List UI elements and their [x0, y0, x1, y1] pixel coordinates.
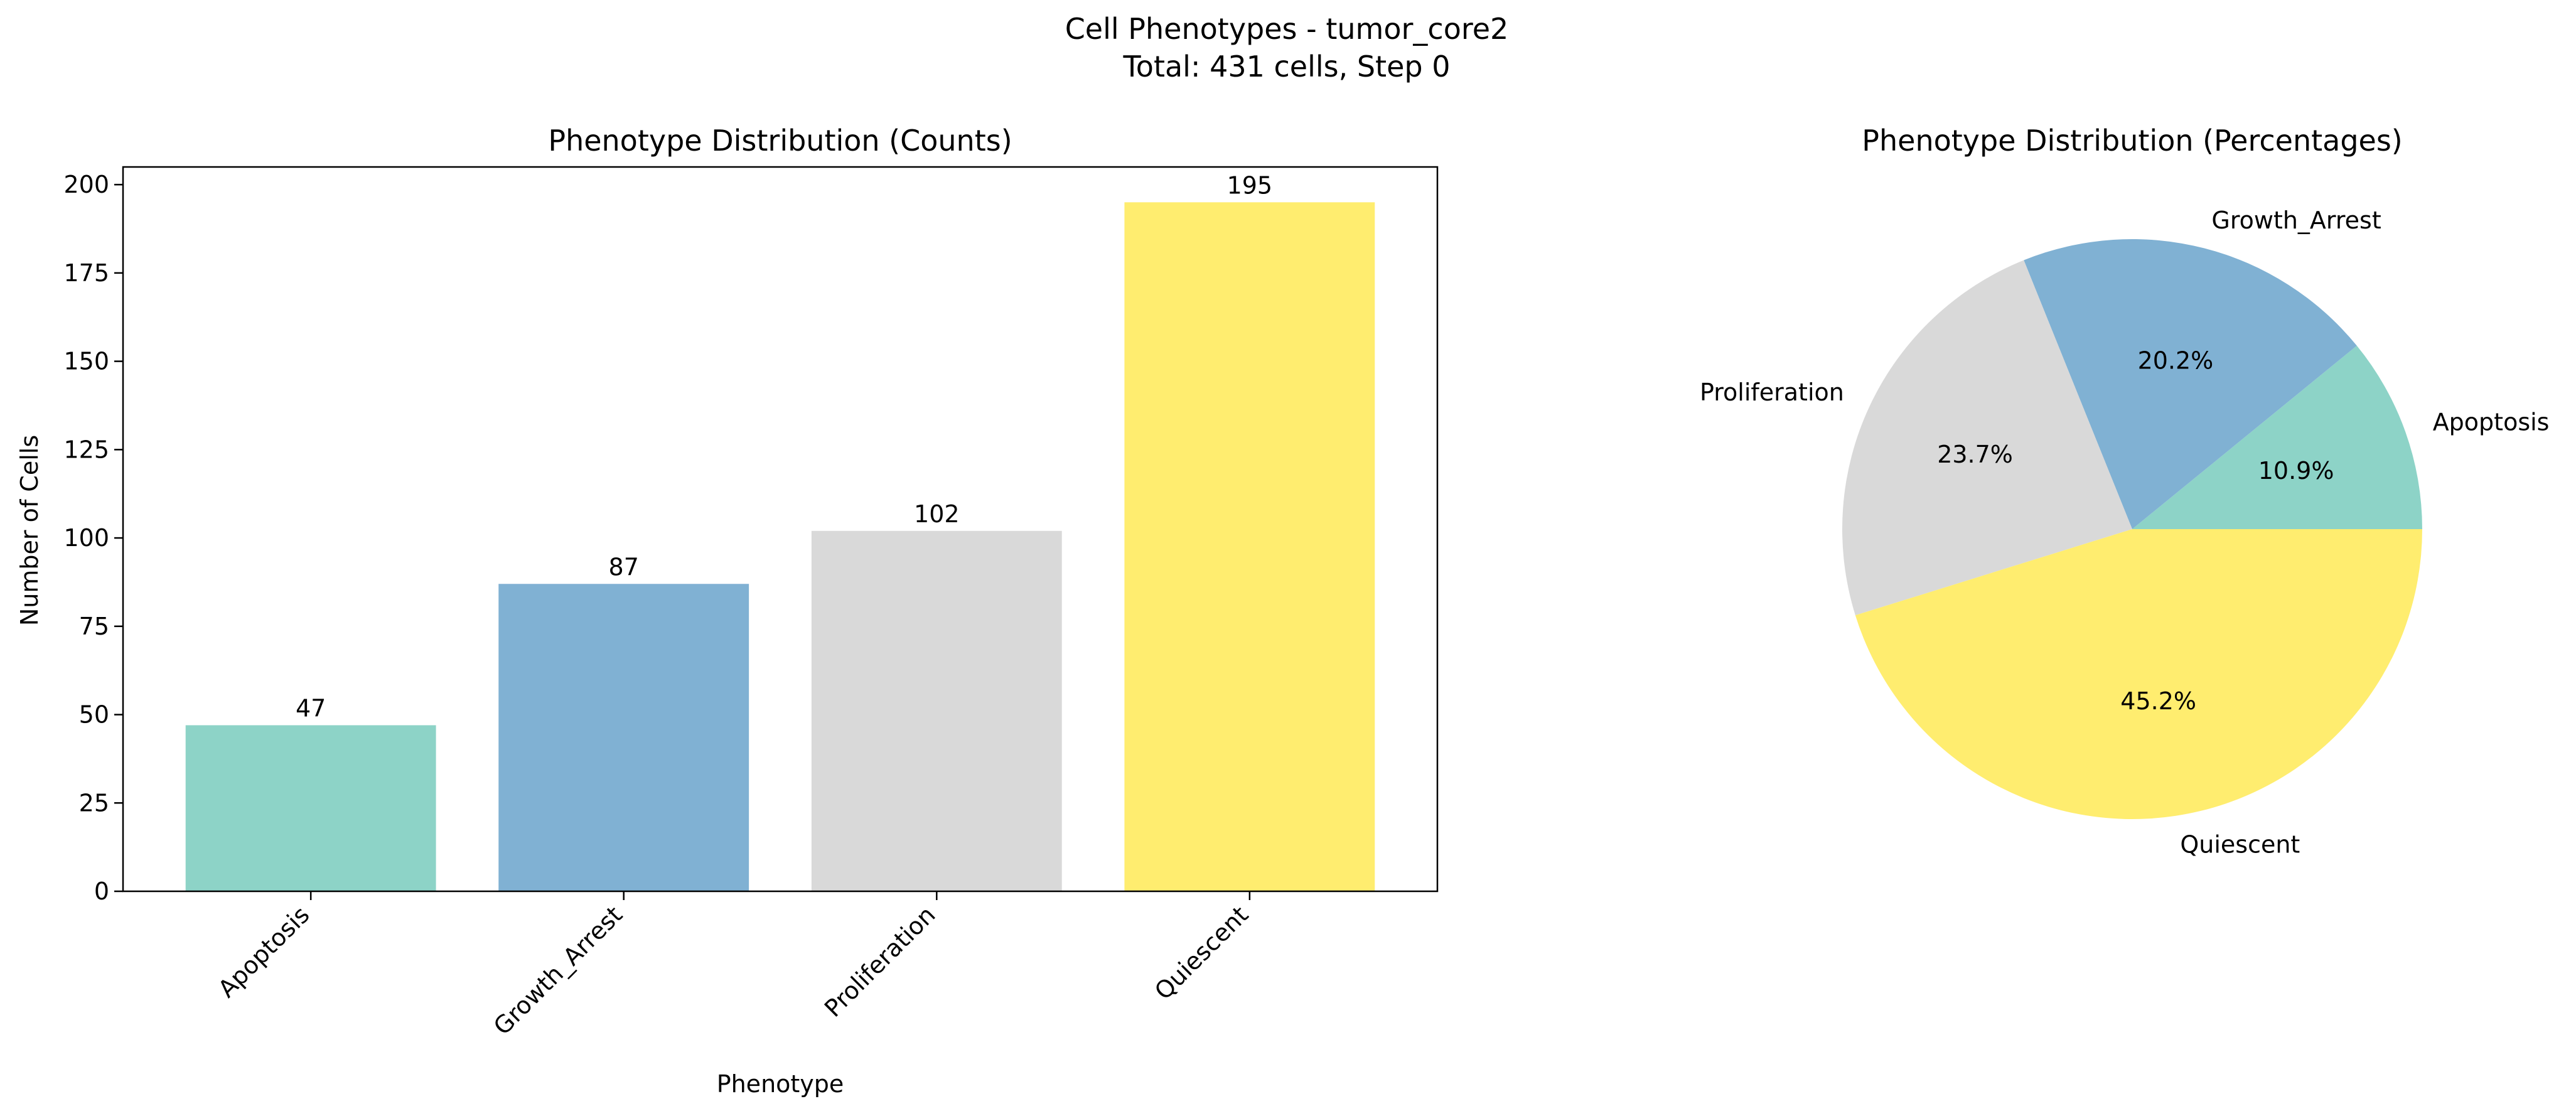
bar-chart-ylabel: Number of Cells	[16, 435, 43, 626]
y-tick-label: 150	[63, 348, 109, 375]
figure-title-line2: Total: 431 cells, Step 0	[1123, 50, 1451, 83]
pie-category-label: Growth_Arrest	[2211, 207, 2381, 234]
pie-slice-growth-arrest	[2024, 239, 2357, 529]
pie-category-label: Quiescent	[2180, 830, 2300, 858]
y-tick-label: 50	[79, 701, 109, 729]
bar-apoptosis	[185, 725, 436, 891]
pie-slice-proliferation	[1842, 260, 2132, 616]
pie-chart-title: Phenotype Distribution (Percentages)	[1862, 124, 2403, 158]
pie-category-label: Proliferation	[1700, 378, 1844, 406]
y-tick-label: 125	[63, 436, 109, 463]
bar-growth-arrest	[498, 584, 749, 891]
bar-chart-title: Phenotype Distribution (Counts)	[548, 124, 1012, 158]
pie-chart: Phenotype Distribution (Percentages) 10.…	[1700, 124, 2550, 858]
y-tick-label: 0	[94, 877, 109, 905]
pie-slice-quiescent	[1855, 529, 2422, 819]
pie-slice-apoptosis	[2132, 345, 2422, 529]
pie-pct-label: 23.7%	[1937, 441, 2013, 468]
bar-value-label: 47	[296, 694, 326, 722]
pie-pct-label: 45.2%	[2120, 687, 2196, 715]
bar-chart-xlabel: Phenotype	[717, 1070, 844, 1098]
pie-pct-label: 20.2%	[2138, 347, 2214, 375]
bar-chart-frame	[122, 166, 1439, 893]
bar-proliferation	[811, 530, 1062, 891]
bar-value-label: 102	[914, 500, 960, 528]
y-tick-label: 175	[63, 259, 109, 287]
bar-quiescent	[1124, 202, 1375, 891]
y-tick-label: 25	[79, 789, 109, 817]
y-tick-label: 75	[79, 613, 109, 640]
bar-value-label: 87	[609, 553, 639, 581]
y-tick-label: 100	[63, 524, 109, 552]
pie-category-label: Apoptosis	[2433, 408, 2550, 436]
pie-pct-label: 10.9%	[2258, 457, 2334, 485]
y-tick-label: 200	[63, 171, 109, 198]
figure-title-line1: Cell Phenotypes - tumor_core2	[1065, 12, 1509, 46]
bar-value-label: 195	[1227, 171, 1273, 199]
